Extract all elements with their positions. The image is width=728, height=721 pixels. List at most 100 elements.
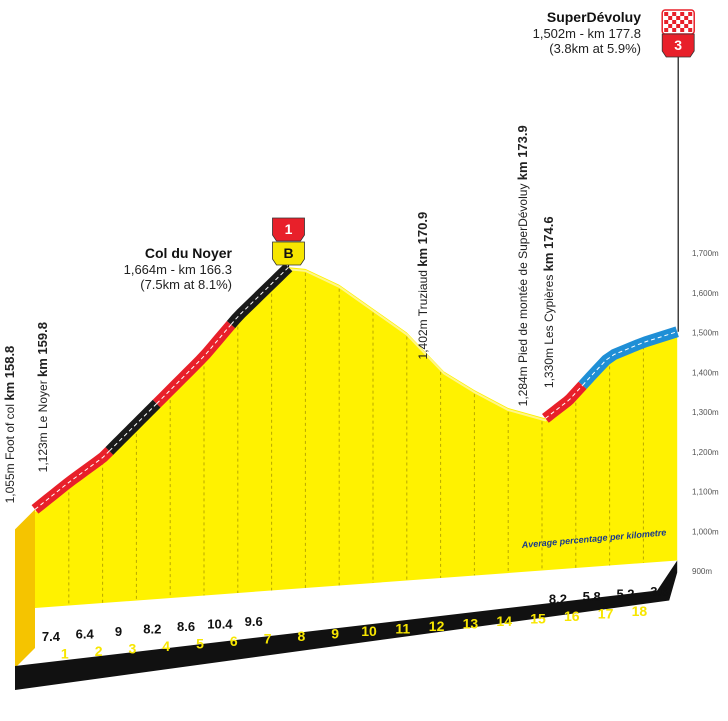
- elevation-tick-label: 1,400m: [692, 368, 719, 377]
- km-tick-label: 2: [95, 643, 103, 659]
- finish-flag-check: [672, 20, 677, 24]
- km-tick-label: 16: [564, 608, 580, 624]
- elevation-tick-label: 1,000m: [692, 527, 719, 536]
- waypoint-label: 1,284m Pied de montée de SuperDévoluy km…: [515, 125, 530, 406]
- elevation-tick-label: 1,300m: [692, 408, 719, 417]
- finish-flag-check: [664, 12, 669, 16]
- waypoint-label-text: 1,330m Les Cypières: [542, 271, 556, 388]
- km-tick-label: 12: [429, 618, 445, 634]
- km-tick-label: 8: [298, 628, 306, 644]
- waypoint-label: 1,402m Truziaud km 170.9: [415, 212, 430, 360]
- waypoint-label: 1,055m Foot of col km 158.8: [2, 346, 17, 504]
- finish-flag-check: [668, 24, 673, 28]
- climb-category-text: B: [283, 245, 293, 261]
- km-tick-label: 9: [331, 626, 339, 642]
- gradient-value-label: 8.2: [143, 621, 161, 636]
- km-tick-label: 18: [632, 603, 648, 619]
- gradient-segment-centerline: [230, 266, 289, 325]
- waypoint-label-km: km 158.8: [2, 346, 17, 401]
- elevation-tick-label: 1,100m: [692, 488, 719, 497]
- finish-flag-check: [672, 28, 677, 32]
- waypoint-label-km: km 174.6: [541, 216, 556, 271]
- gradient-value-label: 5.8: [583, 589, 601, 604]
- km-tick-label: 14: [496, 613, 512, 629]
- finish-flag-check: [676, 24, 681, 28]
- summit-name: SuperDévoluy: [547, 9, 641, 25]
- km-tick-label: 6: [230, 633, 238, 649]
- finish-flag-check: [684, 16, 689, 20]
- gradient-segment-centerline: [545, 384, 583, 419]
- km-tick-label: 11: [395, 621, 410, 637]
- gradient-value-label: 10.4: [207, 616, 233, 631]
- gradient-value-label: 9: [115, 624, 122, 639]
- elevation-axis: 1,700m 1,600m 1,500m 1,400m 1,300m 1,200m 1,10…: [692, 249, 719, 576]
- finish-flag-check: [684, 24, 689, 28]
- gradient-value-label: 7.4: [42, 629, 61, 644]
- gradient-value-label: 8.2: [549, 591, 567, 606]
- summit-detail: 1,664m - km 166.3: [124, 262, 232, 277]
- km-tick-label: 3: [129, 641, 137, 657]
- gradient-labels: 7.4 6.4 9 8.2 8.6 10.4 9.6 8.2 5.8 5.2 3.6: [42, 584, 668, 644]
- gradient-value-label: 8.6: [177, 619, 195, 634]
- base-band: [15, 560, 678, 690]
- waypoint-annotations: 1,055m Foot of col km 158.8 1,123m Le Noy…: [2, 125, 556, 503]
- gradient-segment: [105, 399, 161, 455]
- km-tick-label: 5: [196, 636, 204, 652]
- gradient-segments: [31, 263, 679, 514]
- finish-flag-check: [672, 12, 677, 16]
- profile-face: [35, 267, 678, 608]
- summit-climb-stats: (3.8km at 5.9%): [549, 41, 641, 56]
- summit-name: Col du Noyer: [145, 245, 233, 261]
- waypoint-label: 1,123m Le Noyer km 159.8: [35, 322, 50, 472]
- km-gridlines: [68, 272, 644, 606]
- km-tick-label: 7: [264, 631, 272, 647]
- waypoint-label-km: km 170.9: [415, 212, 430, 267]
- climb-category-badge: [272, 217, 305, 242]
- finish-flag-check: [668, 16, 673, 20]
- finish-flag-check: [688, 12, 693, 16]
- gradient-value-label: 9.6: [245, 614, 263, 629]
- finish-flag-check: [676, 16, 681, 20]
- km-base-band: 1 2 3 4 5 6 7 8 9 10 11 12 13 14 15 16 17 18: [15, 560, 678, 690]
- waypoint-label-km: km 173.9: [515, 125, 530, 180]
- gradient-segment-centerline: [582, 331, 678, 386]
- gradient-value-label: 6.4: [76, 626, 95, 641]
- km-tick-label: 4: [162, 638, 170, 654]
- waypoint-label: 1,330m Les Cypières km 174.6: [541, 216, 556, 388]
- finish-flag-check: [680, 12, 685, 16]
- km-tick-label: 10: [361, 623, 377, 639]
- km-tick-label: 15: [530, 611, 546, 627]
- profile-side-face: [15, 509, 35, 668]
- finish-flag-check: [680, 28, 685, 32]
- km-tick-label: 1: [61, 646, 69, 662]
- climb-category-text: 3: [674, 37, 682, 53]
- summit-climb-stats: (7.5km at 8.1%): [140, 277, 232, 292]
- finish-flag-check: [664, 20, 669, 24]
- elevation-tick-label: 1,700m: [692, 249, 719, 258]
- km-tick-label: 13: [463, 616, 479, 632]
- waypoint-label-km: km 159.8: [35, 322, 50, 377]
- summit-detail: 1,502m - km 177.8: [533, 26, 641, 41]
- waypoint-label-text: 1,055m Foot of col: [3, 401, 17, 504]
- climb-category-badge: [272, 241, 305, 266]
- finish-flag-check: [680, 20, 685, 24]
- gradient-value-label: 5.2: [616, 586, 634, 601]
- gradient-value-label: 3.6: [650, 584, 668, 599]
- gradient-segment-centerline: [156, 324, 232, 405]
- elevation-tick-label: 1,600m: [692, 289, 719, 298]
- finish-flag-check: [688, 20, 693, 24]
- finish-flag-check: [688, 28, 693, 32]
- climb-category-text: 1: [285, 221, 293, 237]
- elevation-tick-label: 900m: [692, 567, 712, 576]
- waypoint-label-text: 1,402m Truziaud: [416, 267, 430, 360]
- elevation-tick-label: 1,500m: [692, 329, 719, 338]
- km-tick-label: 17: [598, 606, 614, 622]
- waypoint-label-text: 1,123m Le Noyer: [36, 377, 50, 472]
- finish-flag-check: [664, 28, 669, 32]
- waypoint-label-text: 1,284m Pied de montée de SuperDévoluy: [516, 180, 530, 406]
- climb-category-badge: [661, 33, 695, 58]
- gradient-segment-centerline: [34, 450, 110, 510]
- elevation-tick-label: 1,200m: [692, 448, 719, 457]
